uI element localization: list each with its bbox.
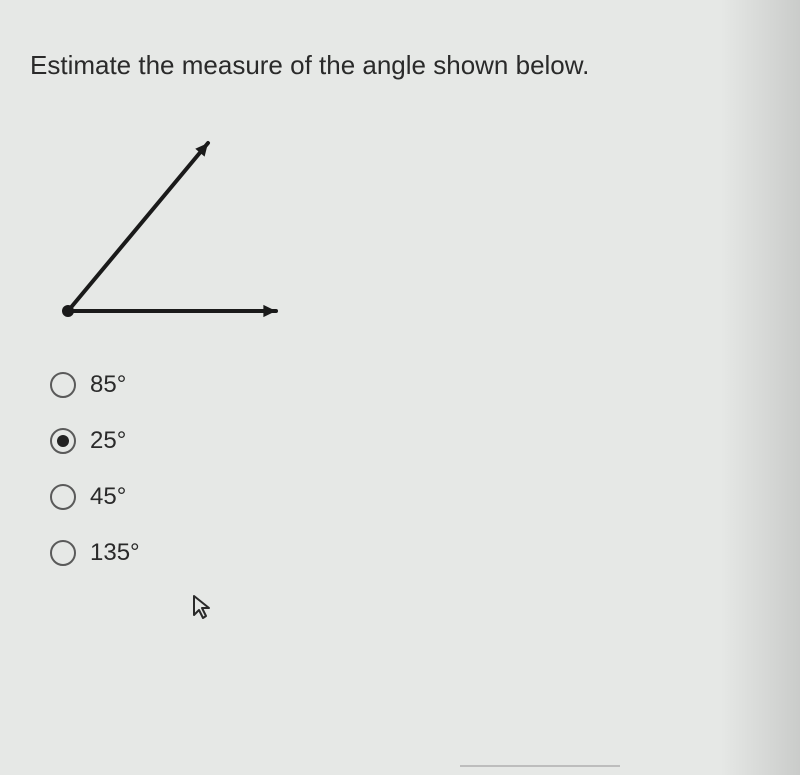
radio-icon	[50, 372, 76, 398]
cursor-pointer-icon	[190, 593, 218, 621]
quiz-page: Estimate the measure of the angle shown …	[0, 0, 800, 567]
footer-divider	[460, 765, 620, 767]
angle-svg	[38, 121, 298, 341]
radio-icon	[50, 484, 76, 510]
option-label: 45°	[90, 483, 126, 511]
option-25[interactable]: 25°	[50, 427, 770, 455]
angle-diagram	[38, 121, 298, 341]
question-text: Estimate the measure of the angle shown …	[30, 50, 770, 81]
option-45[interactable]: 45°	[50, 483, 770, 511]
radio-icon	[50, 428, 76, 454]
option-85[interactable]: 85°	[50, 371, 770, 399]
option-label: 135°	[90, 539, 140, 567]
option-135[interactable]: 135°	[50, 539, 770, 567]
options-group: 85° 25° 45° 135°	[50, 371, 770, 567]
option-label: 85°	[90, 371, 126, 399]
radio-icon	[50, 540, 76, 566]
option-label: 25°	[90, 427, 126, 455]
